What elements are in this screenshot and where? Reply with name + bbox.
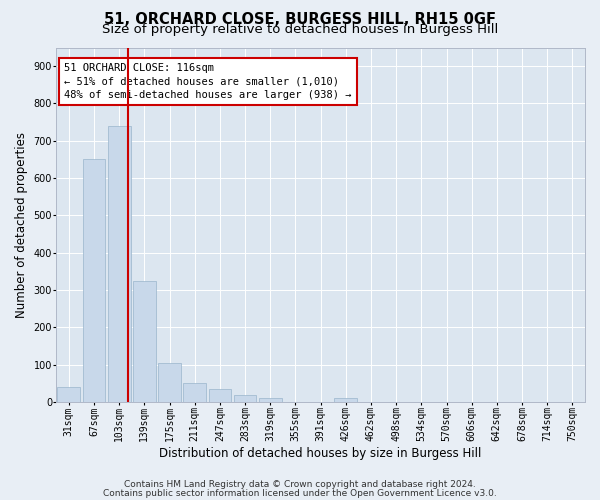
Bar [158,363,181,402]
Bar [83,160,106,402]
Bar [108,126,131,402]
Bar [259,398,281,402]
Y-axis label: Number of detached properties: Number of detached properties [15,132,28,318]
Bar [234,394,256,402]
Bar [58,387,80,402]
Text: Size of property relative to detached houses in Burgess Hill: Size of property relative to detached ho… [102,24,498,36]
Text: Contains HM Land Registry data © Crown copyright and database right 2024.: Contains HM Land Registry data © Crown c… [124,480,476,489]
Bar [334,398,357,402]
Text: 51, ORCHARD CLOSE, BURGESS HILL, RH15 0GF: 51, ORCHARD CLOSE, BURGESS HILL, RH15 0G… [104,12,496,28]
Bar [133,280,155,402]
Bar [184,384,206,402]
Text: 51 ORCHARD CLOSE: 116sqm
← 51% of detached houses are smaller (1,010)
48% of sem: 51 ORCHARD CLOSE: 116sqm ← 51% of detach… [64,64,352,100]
Bar [209,389,231,402]
Text: Contains public sector information licensed under the Open Government Licence v3: Contains public sector information licen… [103,489,497,498]
X-axis label: Distribution of detached houses by size in Burgess Hill: Distribution of detached houses by size … [160,447,482,460]
